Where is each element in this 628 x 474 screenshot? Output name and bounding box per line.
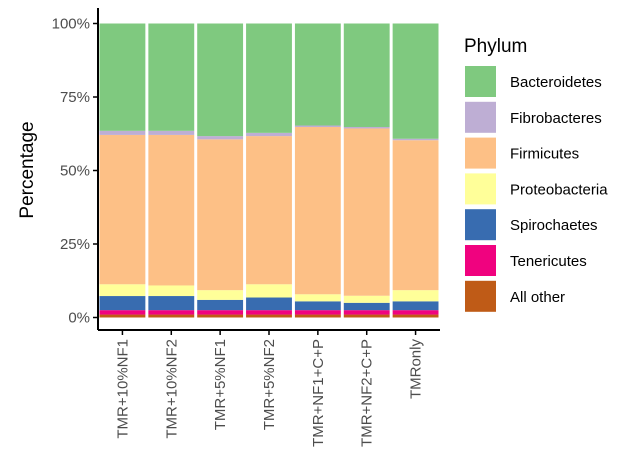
bar-segment-firmicutes	[392, 140, 439, 291]
legend-swatch	[465, 245, 496, 276]
legend-swatch	[465, 137, 496, 169]
bar-segment-tenericutes	[392, 310, 439, 315]
bar-segment-proteobacteria	[294, 294, 341, 302]
bar-segment-spirochaetes	[343, 302, 390, 311]
legend-swatch	[465, 209, 496, 241]
legend-swatch	[465, 101, 496, 133]
legend-swatch	[465, 280, 496, 312]
bar-segment-spirochaetes	[246, 297, 292, 311]
bar-segment-fibrobacteres	[343, 126, 390, 129]
y-tick-label: 0%	[68, 310, 90, 327]
x-tick-label: TMR+NF1+C+P	[310, 339, 327, 447]
y-axis: 0% 25% 50% 75% 100%	[52, 8, 99, 330]
bar-segment-all-other	[294, 314, 341, 318]
bar-segment-all-other	[99, 314, 146, 318]
bar-segment-all-other	[392, 314, 439, 318]
bar-segment-spirochaetes	[294, 301, 341, 311]
x-tick-label: TMR+10%NF1	[114, 339, 131, 439]
bar-segment-proteobacteria	[392, 290, 439, 302]
y-tick-label: 75%	[60, 89, 90, 106]
legend-swatch	[465, 66, 496, 97]
y-axis-title: Percentage	[17, 121, 38, 218]
legend-label: All other	[510, 289, 565, 306]
bar-segment-firmicutes	[246, 136, 292, 285]
bar-segment-tenericutes	[246, 310, 292, 315]
legend-label: Fibrobacteres	[510, 110, 602, 127]
bar-segment-firmicutes	[294, 126, 341, 295]
bar-segment-bacteroidetes	[392, 23, 439, 139]
bar-segment-spirochaetes	[148, 296, 195, 311]
bar-segment-firmicutes	[343, 128, 390, 296]
legend: Phylum Bacteroidetes Fibrobacteres Firmicu…	[464, 36, 608, 312]
bar-segment-bacteroidetes	[246, 23, 292, 133]
bar-segment-fibrobacteres	[246, 132, 292, 137]
legend-label: Proteobacteria	[510, 181, 608, 198]
bar-segment-bacteroidetes	[197, 23, 244, 137]
bars-group	[99, 23, 439, 318]
bar-segment-tenericutes	[197, 310, 244, 315]
bar-segment-bacteroidetes	[148, 23, 195, 131]
bar-segment-spirochaetes	[392, 301, 439, 311]
bar-segment-fibrobacteres	[294, 125, 341, 127]
x-tick-label: TMR+10%NF2	[163, 339, 180, 439]
x-tick-label: TMR+5%NF1	[212, 339, 229, 430]
bar-segment-all-other	[343, 314, 390, 318]
bar-segment-bacteroidetes	[99, 23, 146, 131]
y-tick-label: 100%	[52, 16, 90, 33]
bar-segment-spirochaetes	[99, 296, 146, 311]
bar-segment-firmicutes	[148, 134, 195, 286]
bar-segment-tenericutes	[148, 310, 195, 315]
x-tick-label: TMRonly	[408, 339, 425, 400]
bar-segment-bacteroidetes	[294, 23, 341, 126]
bar-segment-tenericutes	[294, 310, 341, 315]
x-tick-label: TMR+NF2+C+P	[359, 339, 376, 447]
x-axis: TMR+10%NF1 TMR+10%NF2 TMR+5%NF1 TMR+5%NF2 TM…	[98, 329, 440, 447]
bar-segment-all-other	[197, 314, 244, 318]
y-tick-label: 25%	[60, 236, 90, 253]
bar-segment-tenericutes	[343, 310, 390, 315]
legend-label: Tenericutes	[510, 253, 587, 270]
bar-segment-fibrobacteres	[99, 130, 146, 135]
bar-segment-fibrobacteres	[392, 138, 439, 141]
legend-swatch	[465, 173, 496, 205]
bar-segment-all-other	[148, 314, 195, 318]
bar-segment-bacteroidetes	[343, 23, 390, 127]
bar-segment-proteobacteria	[246, 284, 292, 298]
x-tick-label: TMR+5%NF2	[261, 339, 278, 430]
y-tick-label: 50%	[60, 163, 90, 180]
bar-segment-proteobacteria	[343, 295, 390, 303]
bar-segment-spirochaetes	[197, 299, 244, 311]
legend-label: Firmicutes	[510, 146, 579, 163]
bar-segment-proteobacteria	[148, 285, 195, 297]
bar-segment-proteobacteria	[197, 290, 244, 300]
legend-label: Bacteroidetes	[510, 74, 602, 91]
bar-segment-fibrobacteres	[148, 130, 195, 135]
bar-segment-proteobacteria	[99, 284, 146, 297]
legend-label: Spirochaetes	[510, 217, 598, 234]
bar-segment-firmicutes	[197, 139, 244, 291]
bar-segment-fibrobacteres	[197, 136, 244, 140]
legend-title: Phylum	[464, 36, 527, 57]
bar-segment-firmicutes	[99, 134, 146, 285]
bar-segment-all-other	[246, 314, 292, 318]
bar-segment-tenericutes	[99, 310, 146, 315]
